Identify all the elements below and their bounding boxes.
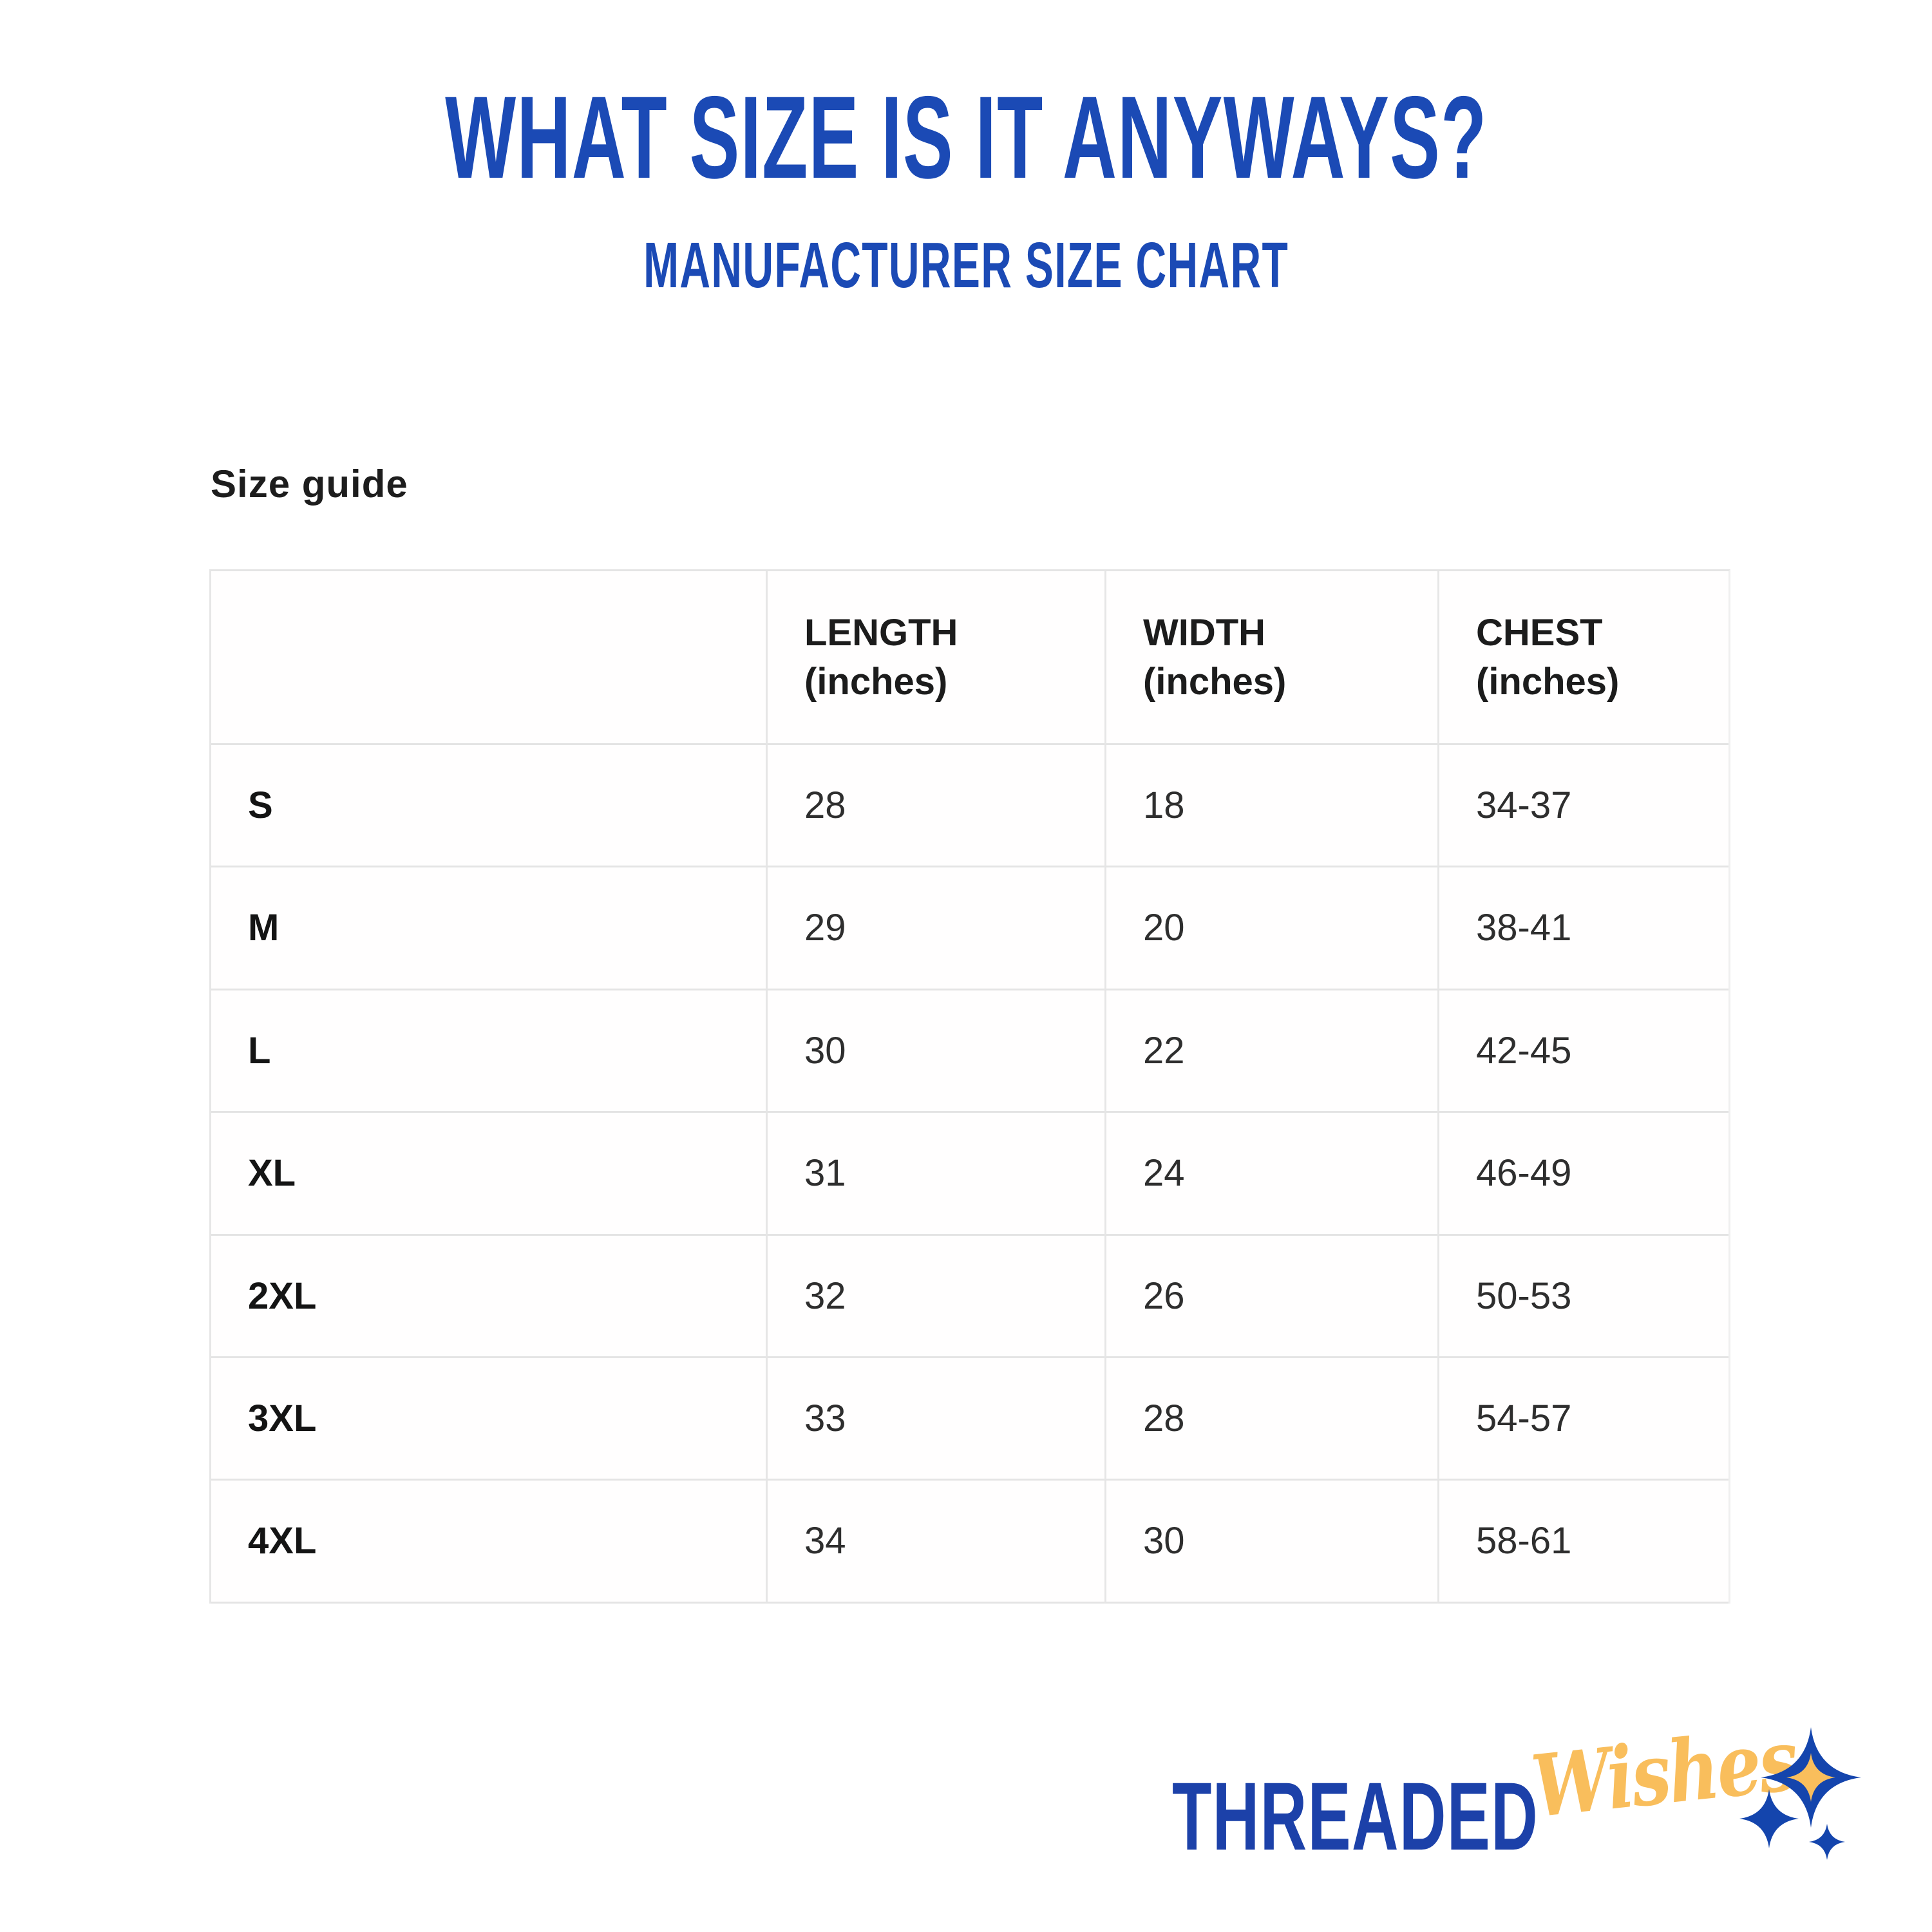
size-guide-heading: Size guide (211, 462, 408, 506)
chest-value: 34-37 (1437, 745, 1728, 868)
brand-logo: THREADED Wishes (1172, 1710, 1887, 1906)
chest-value: 50-53 (1437, 1235, 1728, 1358)
sparkle-small-blue (1809, 1824, 1845, 1860)
chest-value: 54-57 (1437, 1358, 1728, 1481)
width-value: 18 (1104, 745, 1437, 868)
size-label: M (211, 867, 766, 990)
page-title-text: WHAT SIZE IS IT ANYWAYS? (444, 71, 1488, 203)
chest-value: 38-41 (1437, 867, 1728, 990)
page-subtitle-text: MANUFACTURER SIZE CHART (643, 229, 1289, 301)
width-value: 24 (1104, 1113, 1437, 1236)
table-header-chest: CHEST (inches) (1437, 571, 1728, 745)
width-value: 28 (1104, 1358, 1437, 1481)
sparkle-large-gold-center (1786, 1753, 1835, 1802)
length-value: 33 (766, 1358, 1104, 1481)
chest-value: 42-45 (1437, 990, 1728, 1113)
chest-value: 58-61 (1437, 1481, 1728, 1604)
sparkle-medium-blue (1739, 1789, 1799, 1848)
page-subtitle: MANUFACTURER SIZE CHART (0, 233, 1932, 298)
length-value: 32 (766, 1235, 1104, 1358)
table-header-length: LENGTH (inches) (766, 571, 1104, 745)
logo-threaded-text: THREADED (1172, 1762, 1539, 1870)
size-label: L (211, 990, 766, 1113)
width-value: 22 (1104, 990, 1437, 1113)
width-value: 30 (1104, 1481, 1437, 1604)
size-label: 2XL (211, 1236, 766, 1358)
table-header-blank (211, 571, 766, 745)
length-value: 28 (766, 745, 1104, 868)
length-value: 34 (766, 1481, 1104, 1604)
length-value: 30 (766, 990, 1104, 1113)
size-table: LENGTH (inches) WIDTH (inches) CHEST (inche… (209, 569, 1730, 1604)
size-label: XL (211, 1113, 766, 1236)
length-value: 29 (766, 867, 1104, 990)
chest-value: 46-49 (1437, 1113, 1728, 1236)
table-header-width: WIDTH (inches) (1104, 571, 1437, 745)
size-label: 3XL (211, 1358, 766, 1481)
size-label: 4XL (211, 1481, 766, 1604)
width-value: 20 (1104, 867, 1437, 990)
length-value: 31 (766, 1113, 1104, 1236)
page-title: WHAT SIZE IS IT ANYWAYS? (0, 79, 1932, 196)
sparkles-icon (1739, 1727, 1861, 1860)
size-label: S (211, 745, 766, 868)
width-value: 26 (1104, 1235, 1437, 1358)
